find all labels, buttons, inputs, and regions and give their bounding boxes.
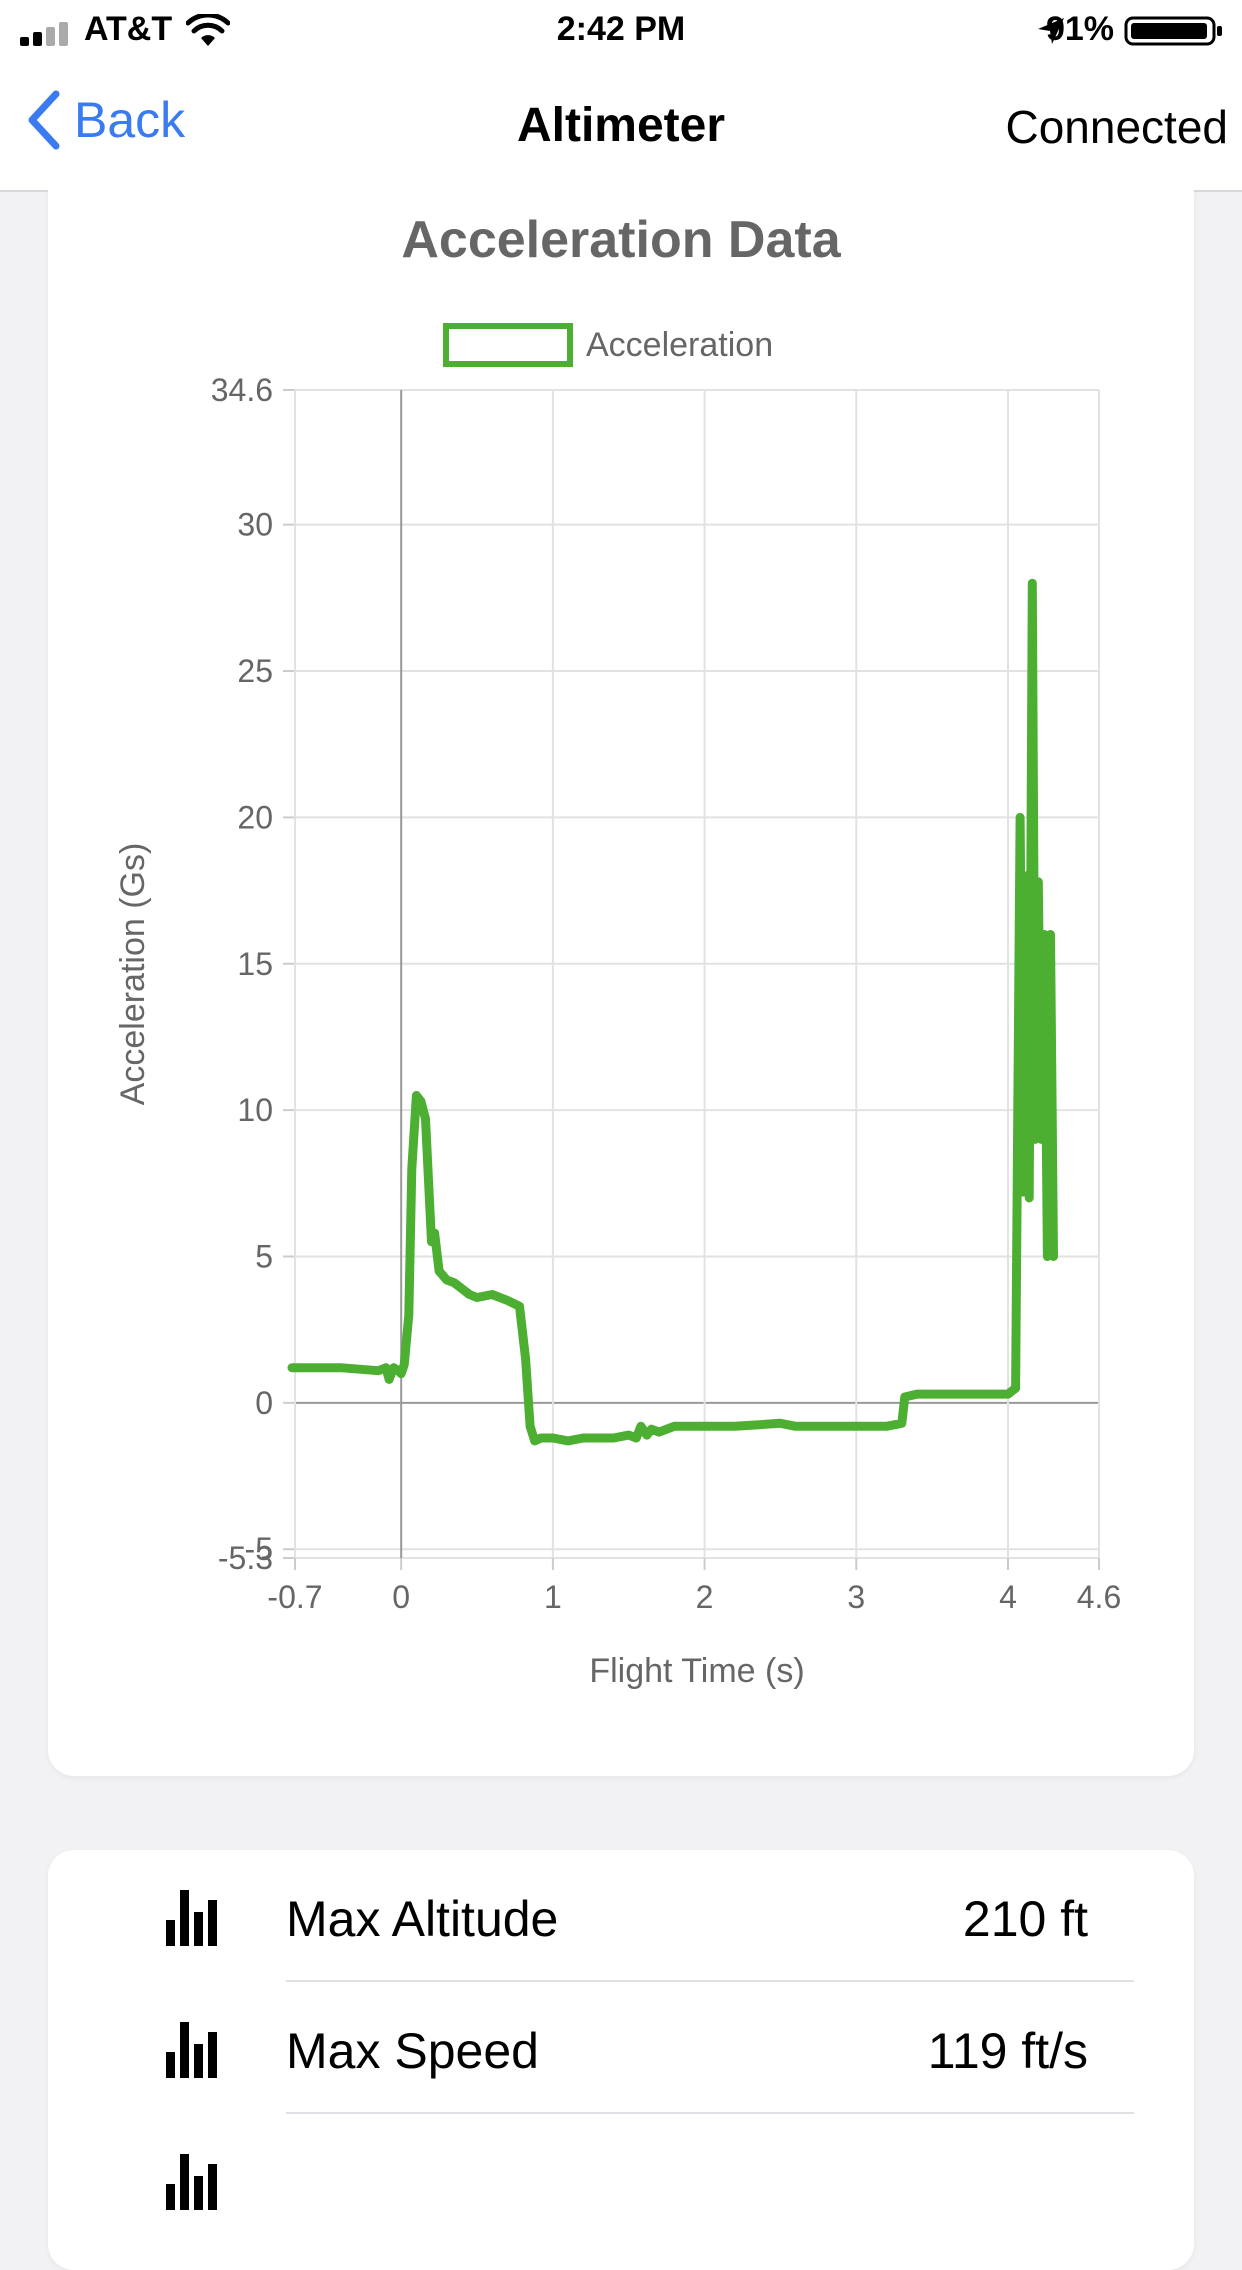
x-tick-label: -0.7 [267,1579,322,1615]
divider [286,1980,1134,1982]
stat-value: 210 ft [962,1891,1088,1947]
location-arrow-icon [1038,18,1064,44]
wifi-icon [186,14,230,46]
divider [286,2112,1134,2114]
y-tick-label: 15 [237,946,273,982]
y-tick-label: 10 [237,1092,273,1128]
x-axis-label: Flight Time (s) [589,1652,804,1690]
x-tick-label: 2 [696,1579,714,1615]
acceleration-chart: 34.6 30 25 20 15 10 5 0 -5-5.3-0.7 0 1 2 3 4 4.6 Flight… [114,323,1121,1690]
x-tick-label: 0 [392,1579,410,1615]
stat-label: Max Speed [286,2023,539,2079]
back-button[interactable]: Back [26,90,185,150]
stat-label: Max Altitude [286,1891,559,1947]
y-tick-label: 20 [237,799,273,835]
clock: 2:42 PM [556,10,686,48]
back-label: Back [74,92,186,148]
status-bar: AT&T 2:42 PM 91% [0,0,1242,62]
flight-stats-card: Max Altitude 210 ft Max Speed 119 ft/s [48,1850,1194,2270]
y-tick-label: 0 [255,1385,273,1421]
chevron-left-icon [28,90,60,150]
x-tick-label: 4 [999,1579,1017,1615]
y-tick-label: -5.3 [218,1540,273,1576]
battery-percentage: 91% [1045,10,1114,48]
x-tick-label: 1 [544,1579,562,1615]
x-tick-label: 3 [847,1579,865,1615]
navigation-bar: Back Altimeter Connected [0,62,1242,192]
y-tick-label: 34.6 [211,372,273,408]
bar-chart-icon [166,2022,226,2078]
carrier-name: AT&T [84,10,173,48]
y-tick-label: -5 [245,1531,273,1567]
x-tick-label: 4.6 [1077,1579,1121,1615]
y-tick-label: 5 [255,1238,273,1274]
y-tick-label: 30 [237,507,273,543]
stat-row-max-altitude: Max Altitude 210 ft [48,1850,1194,1982]
stat-value: 119 ft/s [927,2023,1088,2079]
y-axis-label: Acceleration (Gs) [114,843,152,1106]
stat-row-max-speed: Max Speed 119 ft/s [48,1982,1194,2114]
signal-icon [20,22,74,46]
page-title: Altimeter [516,99,726,152]
legend-label: Acceleration [586,326,773,364]
connection-status: Connected [1005,101,1229,153]
chart-title: Acceleration Data [401,211,841,269]
battery-icon [1124,16,1222,46]
bar-chart-icon [166,1890,226,1946]
acceleration-chart-card: Acceleration Data 34.6 30 25 20 15 10 5 0 -5 -5.3… [48,190,1194,1776]
bar-chart-icon [166,2154,226,2210]
legend-swatch [443,323,573,367]
stat-row-partial [48,2114,1194,2246]
y-tick-label: 25 [237,653,273,689]
acceleration-series-line [287,578,1058,1446]
